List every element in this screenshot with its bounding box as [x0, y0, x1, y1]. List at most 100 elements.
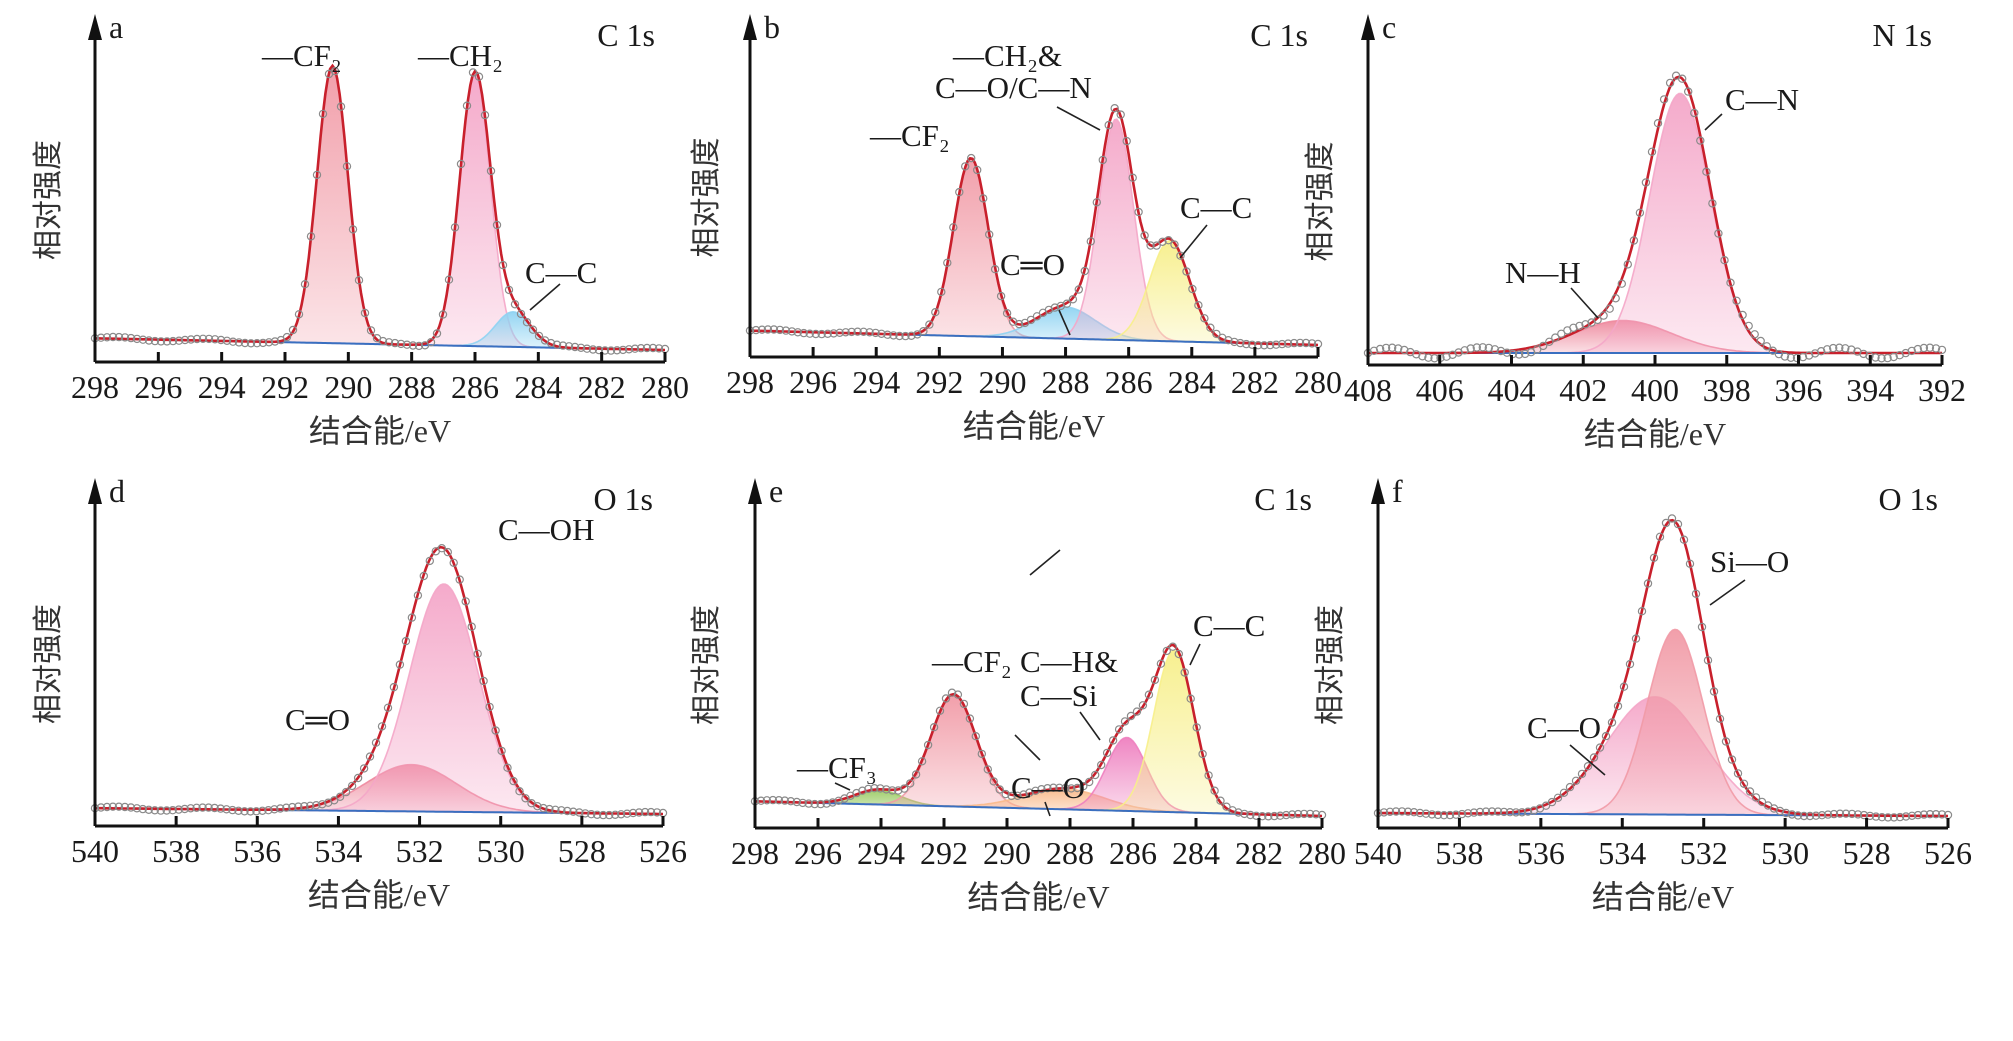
data-point	[1931, 810, 1941, 819]
data-point	[1787, 810, 1797, 819]
fit-envelope	[1378, 518, 1948, 818]
data-point	[1379, 808, 1389, 817]
data-point	[1242, 339, 1251, 349]
data-point	[1871, 353, 1880, 362]
data-point	[768, 795, 778, 805]
x-tick-label: 534	[314, 833, 362, 869]
data-point	[1653, 118, 1663, 128]
data-point	[605, 810, 614, 820]
data-point	[889, 331, 898, 340]
data-point	[1387, 343, 1397, 352]
data-point	[1240, 809, 1249, 819]
data-point	[1210, 786, 1219, 795]
data-point	[1532, 345, 1542, 354]
data-point	[180, 335, 190, 345]
data-point	[979, 194, 988, 203]
data-point	[1074, 285, 1084, 294]
data-point	[1253, 341, 1263, 350]
x-tick-label: 534	[1598, 835, 1646, 871]
data-point	[1829, 809, 1839, 819]
data-point	[390, 338, 400, 348]
data-point	[342, 162, 352, 171]
data-point	[1859, 349, 1868, 359]
x-tick-label: 406	[1416, 372, 1464, 408]
data-point	[883, 330, 892, 339]
y-axis-arrow-icon	[88, 478, 102, 504]
data-point	[835, 328, 844, 337]
data-point	[204, 803, 213, 812]
data-point	[1659, 95, 1669, 104]
leader-line	[1189, 643, 1201, 666]
data-point	[1487, 807, 1497, 816]
data-point	[1031, 786, 1040, 796]
data-point	[1733, 769, 1743, 778]
data-point	[282, 332, 292, 342]
data-point	[1204, 771, 1213, 780]
leader-line	[1058, 309, 1071, 336]
data-point	[1481, 807, 1491, 816]
data-point	[1757, 797, 1767, 807]
data-point	[102, 333, 112, 342]
data-point	[823, 329, 832, 338]
x-tick-label: 530	[1761, 835, 1809, 871]
component-peak-C—OH	[95, 583, 663, 815]
data-point	[1418, 352, 1427, 361]
data-point	[1259, 341, 1269, 350]
data-point	[1490, 345, 1500, 354]
data-point	[894, 786, 903, 795]
data-point	[383, 703, 393, 713]
data-point	[1913, 810, 1923, 820]
data-point	[1098, 155, 1108, 165]
data-point	[1665, 78, 1675, 88]
data-point	[935, 706, 945, 716]
data-point	[467, 622, 476, 631]
data-point	[1502, 348, 1512, 357]
data-point	[1557, 329, 1566, 338]
data-point	[1649, 553, 1659, 563]
peak-label: C—N	[1725, 82, 1799, 117]
x-tick-label: 286	[1105, 364, 1153, 400]
data-point	[210, 803, 219, 813]
data-point	[593, 810, 602, 820]
data-point	[144, 336, 154, 345]
data-point	[576, 343, 586, 352]
data-point	[1110, 103, 1119, 113]
data-point	[306, 801, 315, 811]
data-point	[847, 327, 856, 337]
x-tick-label: 530	[477, 833, 525, 869]
data-point	[1541, 801, 1551, 810]
data-point	[582, 344, 592, 353]
leader-line	[1079, 711, 1101, 741]
data-point	[937, 287, 946, 297]
data-point	[1463, 809, 1473, 818]
data-point	[162, 337, 172, 346]
x-tick-label: 290	[324, 369, 372, 405]
data-point	[1144, 690, 1154, 699]
data-point	[877, 329, 886, 338]
data-point	[787, 327, 797, 336]
data-point	[1206, 323, 1215, 332]
data-point	[1116, 110, 1125, 119]
data-point	[552, 340, 562, 349]
data-point	[365, 752, 375, 761]
data-point	[1128, 173, 1137, 182]
data-point	[551, 805, 560, 815]
data-point	[1697, 622, 1707, 632]
data-point	[371, 738, 381, 747]
x-tick-label: 296	[134, 369, 182, 405]
y-axis-arrow-icon	[88, 14, 102, 40]
data-point	[1847, 809, 1857, 819]
x-axis-label: 结合能/eV	[963, 408, 1105, 444]
data-point	[108, 332, 118, 342]
data-point	[1496, 346, 1506, 356]
data-point	[228, 805, 237, 815]
data-point	[1569, 323, 1578, 332]
peak-label: —CH₂&	[952, 38, 1062, 73]
data-point	[210, 335, 220, 344]
x-tick-label: 538	[1435, 835, 1483, 871]
data-point	[246, 339, 256, 348]
data-point	[1685, 559, 1695, 569]
data-point	[1793, 811, 1803, 820]
data-point	[1138, 701, 1148, 710]
data-point	[395, 660, 405, 669]
